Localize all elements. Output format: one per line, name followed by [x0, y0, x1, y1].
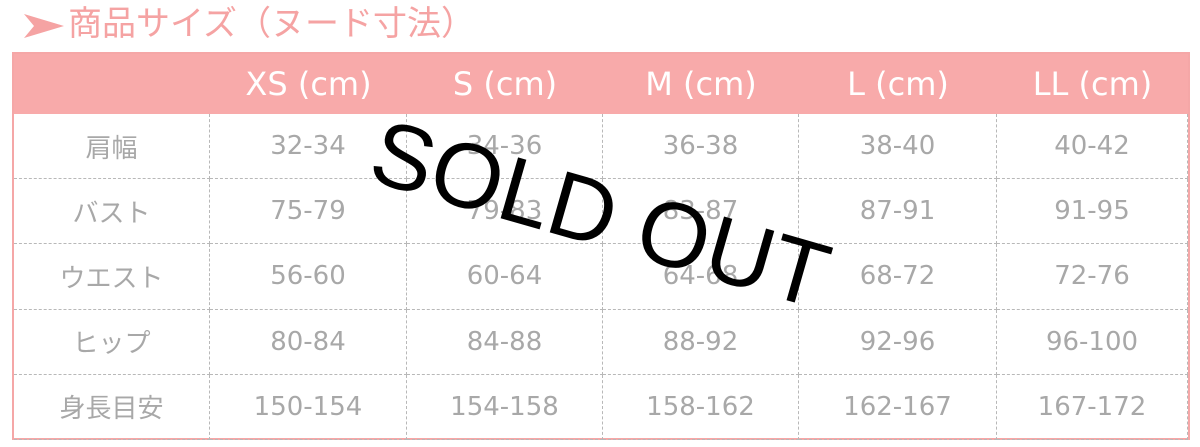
- column-header: S (cm): [407, 54, 603, 114]
- size-value: 91-95: [997, 179, 1188, 245]
- row-label: 身長目安: [14, 374, 210, 440]
- size-value: 167-172: [997, 374, 1188, 440]
- header-corner: [14, 54, 210, 114]
- size-value: 40-42: [997, 114, 1188, 180]
- size-value: 68-72: [799, 244, 997, 310]
- size-value: 150-154: [210, 374, 407, 440]
- size-value: 84-88: [407, 309, 603, 375]
- title: 商品サイズ（ヌード寸法）: [68, 4, 475, 44]
- row-label: ヒップ: [14, 309, 210, 375]
- size-value: 154-158: [407, 374, 603, 440]
- row-label: 肩幅: [14, 114, 210, 180]
- size-value: 36-38: [603, 114, 799, 180]
- size-value: 72-76: [997, 244, 1188, 310]
- column-header: M (cm): [603, 54, 799, 114]
- column-header: LL (cm): [997, 54, 1188, 114]
- row-label: ウエスト: [14, 244, 210, 310]
- size-value: 34-36: [407, 114, 603, 180]
- arrow-icon: [24, 14, 64, 38]
- column-header: L (cm): [799, 54, 997, 114]
- size-value: 38-40: [799, 114, 997, 180]
- size-value: 87-91: [799, 179, 997, 245]
- size-value: 80-84: [210, 309, 407, 375]
- size-value: 88-92: [603, 309, 799, 375]
- column-header: XS (cm): [210, 54, 407, 114]
- size-table: XS (cm) S (cm) M (cm) L (cm) LL (cm) 肩幅 32-34 3…: [12, 52, 1190, 440]
- size-value: 96-100: [997, 309, 1188, 375]
- row-label: バスト: [14, 179, 210, 245]
- size-value: 162-167: [799, 374, 997, 440]
- size-value: 75-79: [210, 179, 407, 245]
- size-value: 64-68: [603, 244, 799, 310]
- size-value: 60-64: [407, 244, 603, 310]
- size-value: 56-60: [210, 244, 407, 310]
- size-value: 32-34: [210, 114, 407, 180]
- size-value: 92-96: [799, 309, 997, 375]
- size-value: 158-162: [603, 374, 799, 440]
- size-value: 83-87: [603, 179, 799, 245]
- size-value: 79-83: [407, 179, 603, 245]
